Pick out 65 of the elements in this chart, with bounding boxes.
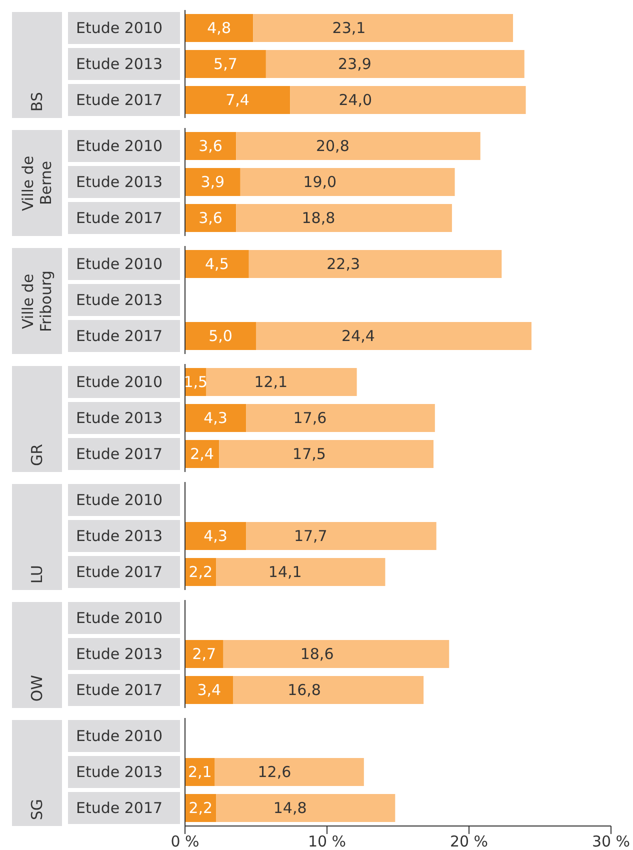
- y-tick-label: Etude 2013: [76, 763, 163, 781]
- total-label: 23,9: [338, 55, 372, 73]
- y-tick-label: Etude 2017: [76, 681, 163, 699]
- data-label: 4,8: [207, 19, 232, 37]
- text: GR: [28, 442, 46, 468]
- y-tick-label: Etude 2013: [76, 291, 163, 309]
- data-label: 3,4: [197, 681, 222, 699]
- text: LU: [28, 564, 46, 586]
- text: SG: [28, 798, 46, 822]
- total-label: 14,1: [268, 563, 302, 581]
- data-label: 2,7: [192, 645, 216, 663]
- data-label: 5,7: [214, 55, 238, 73]
- data-label: 2,2: [188, 563, 213, 581]
- x-tick-label: 0 %: [170, 832, 200, 850]
- data-label: 4,3: [204, 409, 228, 427]
- data-label: 2,2: [188, 799, 213, 817]
- y-tick-label: Etude 2010: [76, 137, 163, 155]
- y-tick-label: Etude 2010: [76, 19, 163, 37]
- total-label: 19,0: [303, 173, 337, 191]
- y-tick-label: Etude 2013: [76, 527, 163, 545]
- data-label: 5,0: [208, 327, 232, 345]
- y-tick-label: Etude 2017: [76, 327, 163, 345]
- y-tick-label: Etude 2010: [76, 491, 163, 509]
- x-tick-label: 10 %: [308, 832, 346, 850]
- total-label: 17,7: [294, 527, 328, 545]
- text: Ville de Berne: [19, 154, 55, 213]
- total-label: 22,3: [326, 255, 360, 273]
- data-label: 2,4: [190, 445, 214, 463]
- y-tick-label: Etude 2013: [76, 645, 163, 663]
- total-label: 23,1: [332, 19, 366, 37]
- total-label: 14,8: [273, 799, 307, 817]
- total-label: 18,6: [300, 645, 334, 663]
- y-tick-label: Etude 2017: [76, 445, 163, 463]
- total-label: 12,6: [258, 763, 292, 781]
- total-label: 12,1: [254, 373, 288, 391]
- total-label: 17,6: [293, 409, 327, 427]
- total-label: 20,8: [316, 137, 350, 155]
- y-tick-label: Etude 2010: [76, 727, 163, 745]
- total-label: 24,4: [342, 327, 375, 345]
- total-label: 17,5: [292, 445, 326, 463]
- text: OW: [28, 674, 46, 704]
- data-label: 3,9: [200, 173, 225, 191]
- data-label: 2,1: [188, 763, 212, 781]
- data-label: 3,6: [198, 137, 222, 155]
- text: BS: [28, 91, 46, 114]
- y-tick-label: Etude 2010: [76, 609, 163, 627]
- x-tick-label: 30 %: [592, 832, 630, 850]
- y-tick-label: Etude 2010: [76, 255, 163, 273]
- y-tick-label: Etude 2013: [76, 55, 163, 73]
- data-label: 7,4: [226, 91, 250, 109]
- y-tick-label: Etude 2017: [76, 209, 163, 227]
- data-label: 4,3: [204, 527, 228, 545]
- y-tick-label: Etude 2013: [76, 409, 163, 427]
- y-tick-label: Etude 2013: [76, 173, 163, 191]
- y-tick-label: Etude 2017: [76, 563, 163, 581]
- data-label: 4,5: [205, 255, 229, 273]
- text: Ville de Fribourg: [19, 269, 55, 334]
- total-label: 18,8: [302, 209, 336, 227]
- data-label: 3,6: [198, 209, 222, 227]
- y-tick-label: Etude 2010: [76, 373, 163, 391]
- total-label: 16,8: [288, 681, 321, 699]
- y-tick-label: Etude 2017: [76, 91, 163, 109]
- x-tick-label: 20 %: [450, 832, 488, 850]
- total-label: 24,0: [338, 91, 372, 109]
- y-tick-label: Etude 2017: [76, 799, 163, 817]
